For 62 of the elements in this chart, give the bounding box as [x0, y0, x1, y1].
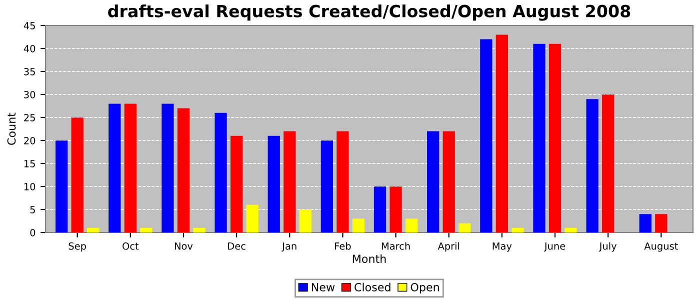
- legend-label: Closed: [354, 282, 390, 292]
- x-tick-label: Jan: [282, 242, 296, 252]
- bar: [639, 214, 652, 232]
- bar: [230, 136, 243, 232]
- bar: [177, 108, 190, 232]
- y-tick-label: 35: [24, 68, 35, 76]
- bar: [564, 228, 577, 232]
- bar: [108, 104, 121, 232]
- bar: [390, 186, 402, 232]
- y-tick-label: 10: [24, 182, 36, 190]
- y-tick-label: 5: [30, 206, 35, 214]
- bar: [352, 218, 365, 232]
- legend-label: Open: [410, 282, 439, 294]
- bar: [320, 140, 334, 232]
- bar: [124, 104, 136, 232]
- bar: [655, 214, 668, 232]
- bar: [71, 118, 84, 232]
- bar: [214, 112, 227, 232]
- bar: [374, 186, 386, 232]
- x-tick-label: July: [598, 242, 617, 252]
- x-tick-label: Dec: [228, 242, 246, 250]
- bar: [480, 39, 492, 232]
- x-tick-label: April: [438, 242, 460, 252]
- bar: [140, 228, 152, 232]
- bar: [87, 228, 100, 232]
- y-tick-label: 40: [24, 44, 36, 52]
- y-tick-label: 20: [24, 136, 36, 144]
- bar: [336, 131, 349, 232]
- bar: [586, 99, 598, 232]
- y-tick-label: 25: [24, 114, 35, 122]
- x-tick-label: Sep: [68, 242, 86, 252]
- y-axis-title: Count: [7, 112, 16, 145]
- y-tick-label: 15: [24, 160, 35, 168]
- bar: [246, 204, 258, 232]
- x-tick-label: Nov: [174, 242, 193, 250]
- y-tick-label: 30: [24, 90, 36, 98]
- bar: [405, 218, 418, 232]
- x-tick-label: March: [382, 242, 410, 250]
- bar: [442, 131, 455, 232]
- bar: [458, 223, 471, 232]
- bar: [56, 140, 68, 232]
- bar: [548, 44, 562, 232]
- x-tick-label: August: [644, 242, 678, 252]
- bar: [533, 44, 546, 232]
- bar: [512, 228, 524, 232]
- bar: [299, 210, 312, 232]
- x-axis-title: Month: [352, 254, 386, 264]
- bar: [496, 34, 508, 232]
- bar: [602, 94, 614, 232]
- y-tick-label: 45: [24, 22, 35, 30]
- bar: [284, 131, 296, 232]
- bar: [427, 131, 440, 232]
- x-tick-label: Feb: [335, 242, 351, 250]
- y-tick-label: 0: [30, 228, 36, 236]
- bar: [268, 136, 280, 232]
- bar: [193, 228, 206, 232]
- chart-title: drafts-eval Requests Created/Closed/Open August 2008: [108, 4, 630, 21]
- bar: [162, 104, 174, 232]
- x-tick-label: June: [544, 242, 566, 252]
- x-tick-label: May: [492, 242, 512, 252]
- legend-label: New: [312, 283, 335, 292]
- x-tick-label: Oct: [122, 242, 139, 250]
